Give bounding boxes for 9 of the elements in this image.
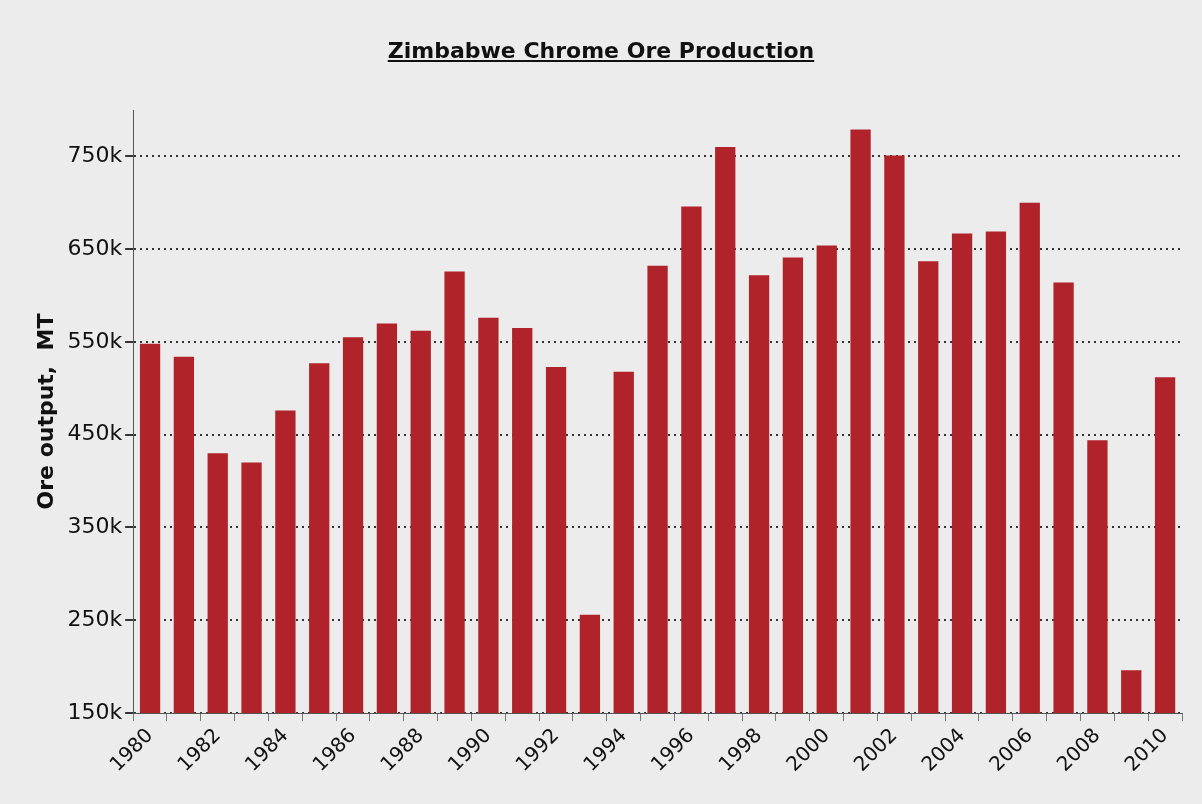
y-axis-title: Ore output, MT (32, 313, 58, 510)
y-tick-label: 150k (67, 698, 123, 724)
y-tick-label: 650k (67, 234, 123, 260)
y-tick-label: 450k (67, 420, 123, 446)
y-tick-label: 550k (67, 327, 123, 353)
chart-title: Zimbabwe Chrome Ore Production (386, 38, 816, 63)
y-tick-label: 350k (67, 513, 123, 539)
y-tick-label: 250k (67, 605, 123, 631)
y-tick-label: 750k (67, 142, 123, 168)
